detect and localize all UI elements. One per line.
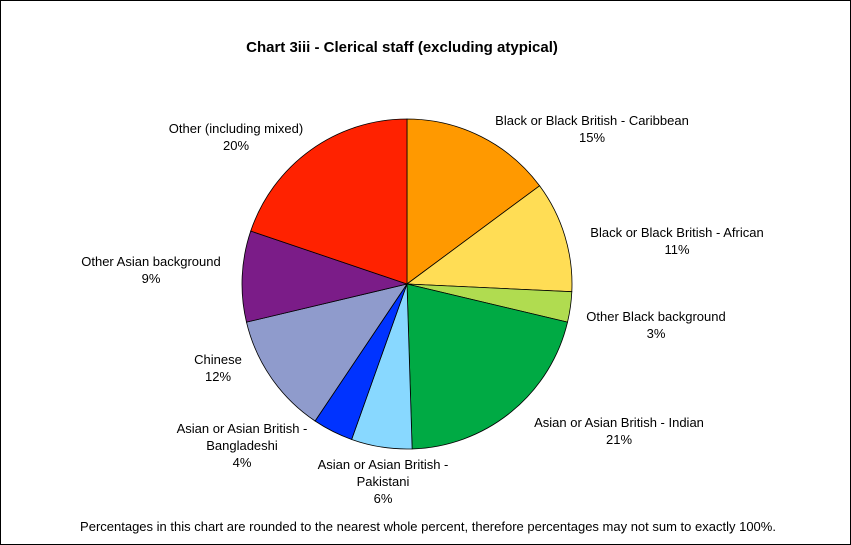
- slice-label-2: Other Black background 3%: [586, 309, 725, 341]
- chart-footnote: Percentages in this chart are rounded to…: [80, 519, 776, 534]
- slice-label-5: Asian or Asian British - Bangladeshi 4%: [177, 421, 308, 470]
- slice-label-line: Black or Black British - African: [590, 225, 763, 240]
- slice-label-line: Asian or Asian British -: [177, 421, 308, 436]
- chart-title: Chart 3iii - Clerical staff (excluding a…: [246, 39, 558, 56]
- slice-label-line: Pakistani: [357, 474, 410, 489]
- slice-label-line: Black or Black British - Caribbean: [495, 113, 689, 128]
- pie-slice-1: [405, 185, 573, 293]
- slice-percent: 9%: [142, 271, 161, 286]
- slice-percent: 6%: [374, 491, 393, 506]
- slice-label-line: Other (including mixed): [169, 121, 303, 136]
- slice-percent: 21%: [606, 432, 632, 447]
- slice-percent: 20%: [223, 138, 249, 153]
- slice-label-8: Other (including mixed) 20%: [169, 121, 303, 153]
- pie-slice-3: [406, 283, 569, 450]
- slice-percent: 12%: [205, 369, 231, 384]
- slice-label-line: Asian or Asian British -: [318, 457, 449, 472]
- slice-percent: 4%: [233, 455, 252, 470]
- pie-slice-0: [406, 118, 541, 285]
- slice-label-line: Asian or Asian British - Indian: [534, 415, 704, 430]
- pie-slice-7: [241, 230, 409, 323]
- slice-label-line: Other Asian background: [81, 254, 220, 269]
- slice-labels: Black or Black British - Caribbean 15%Bla…: [81, 113, 763, 506]
- slice-label-0: Black or Black British - Caribbean 15%: [495, 113, 689, 145]
- pie-slices: [241, 118, 573, 450]
- slice-label-4: Asian or Asian British - Pakistani 6%: [318, 457, 449, 506]
- slice-percent: 3%: [647, 326, 666, 341]
- slice-label-line: Chinese: [194, 352, 242, 367]
- slice-label-3: Asian or Asian British - Indian 21%: [534, 415, 704, 447]
- slice-label-1: Black or Black British - African 11%: [590, 225, 763, 257]
- slice-percent: 11%: [664, 242, 689, 257]
- slice-label-line: Bangladeshi: [206, 438, 278, 453]
- slice-label-6: Chinese 12%: [194, 352, 242, 384]
- slice-label-line: Other Black background: [586, 309, 725, 324]
- slice-label-7: Other Asian background 9%: [81, 254, 220, 286]
- slice-percent: 15%: [579, 130, 605, 145]
- pie-slice-6: [245, 283, 408, 422]
- pie-slice-8: [250, 118, 408, 285]
